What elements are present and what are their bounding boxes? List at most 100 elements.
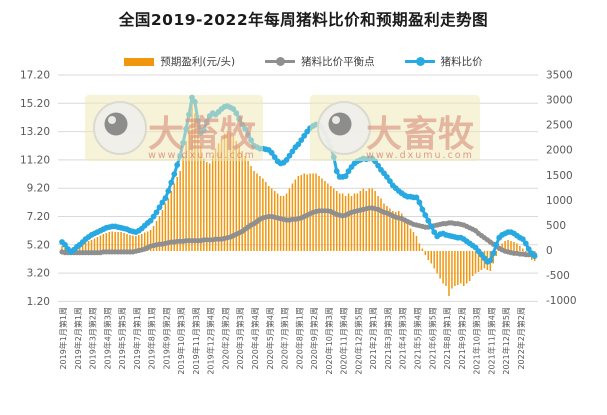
y-axis-left-tick-label: 17.20 (20, 70, 50, 82)
x-axis-tick-label: 2021年10月第3周 (472, 307, 482, 375)
ratio-line-marker (522, 240, 529, 247)
y-axis-right-tick-label: 3500 (546, 70, 573, 82)
ratio-line-marker (301, 132, 308, 139)
legend-item-expected-profit: 预期盈利(元/头) (124, 54, 235, 69)
x-axis-tick-label: 2021年8月第1周 (442, 307, 452, 370)
ratio-line-marker (428, 223, 435, 230)
ratio-line-marker (165, 188, 172, 194)
ratio-line-marker (422, 212, 429, 219)
dot-swatch (276, 57, 286, 66)
ratio-line-marker (162, 195, 169, 202)
ratio-line-marker (174, 162, 181, 168)
ratio-line-marker (416, 199, 423, 206)
ratio-line-marker (425, 217, 432, 224)
ratio-line-marker (289, 148, 296, 155)
y-axis-right-tick-label: 2500 (546, 120, 573, 132)
x-axis-tick-label: 2019年12月第4周 (206, 307, 216, 375)
y-axis-right-tick-label: 500 (546, 220, 566, 232)
x-axis-tick-label: 2020年9月第2周 (309, 307, 319, 370)
ratio-line-marker (342, 173, 349, 180)
x-axis-tick-label: 2019年2月第1周 (73, 307, 83, 370)
line-dot-swatch-icon (265, 57, 296, 66)
x-axis-tick-label: 2020年12月第5周 (353, 307, 363, 375)
y-axis-right-tick-label: 3000 (546, 95, 573, 107)
line-dot-swatch-icon (404, 57, 435, 66)
y-axis-right-tick-label: 1500 (546, 170, 573, 182)
watermark-brand-text: 大畜牧 (148, 114, 257, 155)
ratio-line-marker (286, 152, 293, 159)
y-axis-right-tick-label: -1000 (546, 295, 577, 307)
x-axis-tick-label: 2021年11月第4周 (486, 307, 496, 375)
ratio-line-marker (283, 157, 290, 163)
y-axis-right-tick-label: -500 (546, 270, 570, 282)
ratio-line-marker (271, 154, 278, 161)
x-axis-tick-label: 2020年2月第2周 (220, 307, 230, 370)
x-axis-tick-label: 2019年5月第5周 (117, 307, 127, 370)
legend-label: 猪料比价平衡点 (301, 56, 375, 68)
ratio-line-marker (150, 213, 157, 220)
x-axis-tick-label: 2019年3月第2周 (88, 307, 98, 370)
watermark-eye-pupil-icon (104, 112, 128, 136)
watermark-eye-pupil-icon (328, 112, 352, 136)
y-axis-right-tick-label: 0 (546, 245, 553, 257)
x-axis-tick-label: 2021年3月第3周 (383, 307, 393, 370)
bar-swatch-icon (124, 57, 155, 66)
ratio-line-marker (298, 137, 305, 144)
ratio-line-marker (384, 174, 390, 180)
y-axis-left-tick-label: 15.20 (20, 98, 50, 110)
x-axis-tick-label: 2021年5月第4周 (412, 307, 422, 370)
ratio-line-marker (147, 217, 154, 224)
ratio-line-marker (333, 168, 340, 175)
x-axis-tick-label: 2020年11月第4周 (339, 307, 349, 375)
watermark-brand-text: 大畜牧 (366, 114, 475, 155)
y-axis-left-tick-label: 1.20 (27, 296, 50, 308)
watermark-eye-highlight-icon (108, 116, 116, 124)
ratio-line-marker (156, 204, 163, 211)
ratio-line-marker (268, 149, 275, 156)
x-axis-tick-label: 2019年8月第1周 (147, 307, 157, 370)
y-axis-right-tick-label: 1000 (546, 195, 573, 207)
x-axis-tick-label: 2019年11月第3周 (191, 307, 201, 375)
ratio-line-marker (345, 168, 352, 175)
ratio-line-marker (487, 257, 494, 264)
x-axis-tick-label: 2019年9月第2周 (161, 307, 171, 370)
legend-item-ratio: 猪料比价 (404, 54, 483, 69)
x-axis-tick-label: 2019年1月第1周 (58, 307, 68, 370)
ratio-line-marker (168, 179, 175, 186)
ratio-line-marker (295, 141, 302, 148)
x-axis-tick-label: 2020年10月第3周 (324, 307, 334, 375)
legend-label: 猪料比价 (440, 56, 483, 68)
ratio-line-marker (490, 250, 497, 257)
dot-swatch (415, 57, 425, 66)
x-axis-tick-label: 2022年2月第2周 (516, 307, 526, 370)
ratio-line-marker (387, 178, 393, 185)
y-axis-left-tick-label: 7.20 (27, 211, 50, 223)
x-axis-tick-label: 2020年7月第1周 (280, 307, 290, 370)
ratio-line-marker (519, 236, 526, 243)
x-axis-tick-label: 2020年5月第4周 (265, 307, 275, 370)
legend-item-balance-point: 猪料比价平衡点 (265, 54, 375, 69)
x-axis-tick-label: 2020年3月第3周 (235, 307, 245, 370)
legend: 预期盈利(元/头) 猪料比价平衡点 猪料比价 (0, 54, 607, 69)
ratio-line-marker (171, 171, 178, 178)
x-axis-tick-label: 2021年6月第5周 (427, 307, 437, 370)
watermark-url-text: www.dxumu.com (366, 150, 474, 161)
chart-title: 全国2019-2022年每周猪料比价和预期盈利走势图 (118, 11, 489, 29)
watermark-eye-highlight-icon (332, 116, 340, 124)
x-axis-tick-label: 2021年12月第5周 (501, 307, 511, 375)
x-axis-tick-label: 2021年2月第1周 (368, 307, 378, 370)
y-axis-left-tick-label: 11.20 (20, 154, 50, 166)
y-axis-left-tick-label: 5.20 (27, 239, 50, 251)
ratio-line-marker (413, 194, 420, 201)
x-axis-tick-label: 2019年10月第3周 (176, 307, 186, 375)
ratio-line-marker (431, 229, 438, 236)
ratio-line-marker (375, 162, 381, 169)
legend-label: 预期盈利(元/头) (160, 56, 236, 68)
x-axis-tick-label: 2020年8月第1周 (294, 307, 304, 370)
ratio-line-marker (493, 241, 500, 248)
x-axis-tick-label: 2019年4月第3周 (102, 307, 112, 370)
watermark-url-text: www.dxumu.com (148, 150, 256, 161)
ratio-line-marker (531, 253, 538, 259)
y-axis-left-tick-label: 9.20 (27, 183, 50, 195)
